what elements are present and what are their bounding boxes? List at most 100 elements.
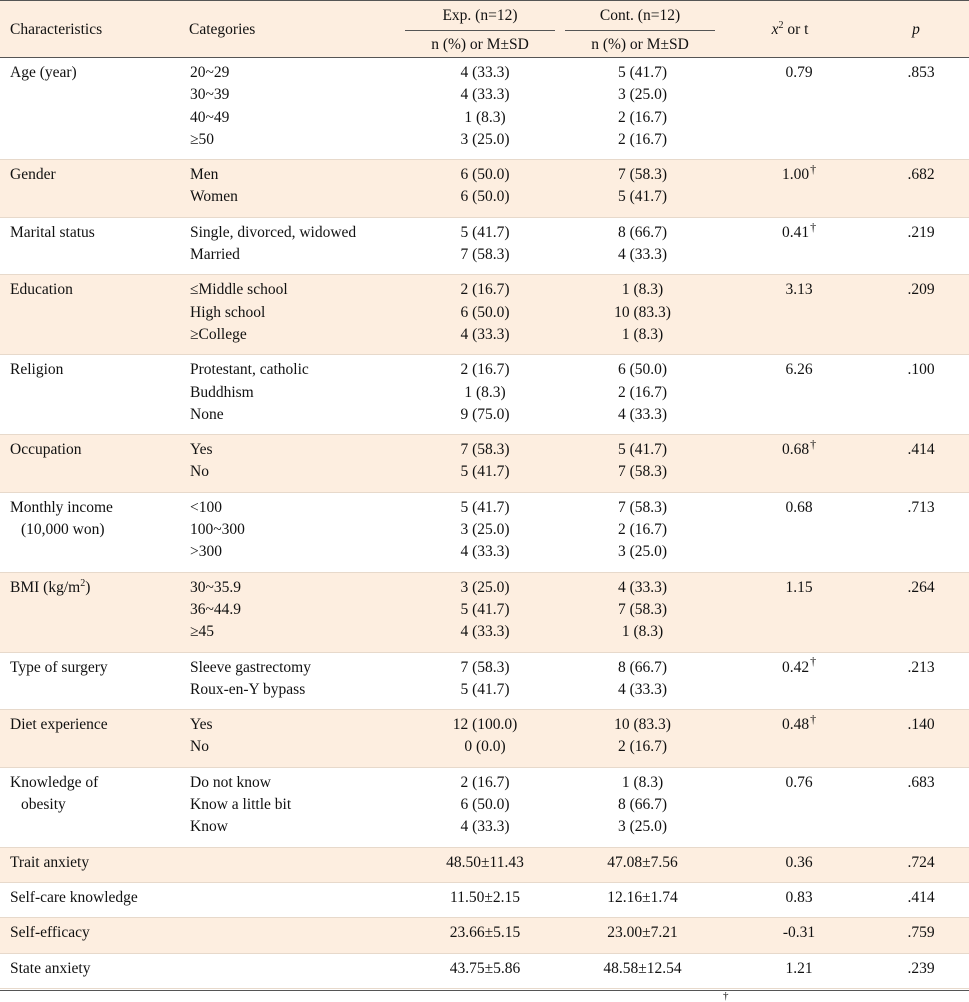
characteristic-label: Type of surgery (10, 658, 108, 676)
category-label (190, 852, 410, 874)
characteristic-label: Marital status (10, 223, 95, 241)
characteristic-cell: Marital status (0, 218, 180, 275)
p-cell: .209 (873, 275, 969, 354)
header-cont: Cont. (n=12) (599, 7, 681, 24)
exp-value: 1 (8.3) (464, 383, 506, 401)
characteristic-cell: Occupation (0, 435, 180, 492)
table-row: Religion Protestant, catholic Buddhism None… (0, 355, 969, 436)
p-value: .140 (907, 716, 935, 734)
table-row: Monthly income (10,000 won) <100 100~300 >30… (0, 493, 969, 573)
cont-cell: 12.16±1.74 (560, 883, 725, 917)
category-label: ≥50 (190, 130, 215, 148)
cont-cell: 8 (66.7) 4 (33.3) (560, 653, 725, 710)
stat-value-line: 1.15 (725, 577, 873, 599)
category-label: High school (190, 303, 266, 321)
exp-cell: 48.50±11.43 (410, 848, 560, 882)
stat-cell: 0.41† (725, 218, 873, 275)
category-label: 20~29 (190, 64, 230, 81)
cont-cell: 10 (83.3) 2 (16.7) (560, 710, 725, 767)
p-cell: .853 (873, 58, 969, 159)
p-cell: .683 (873, 768, 969, 847)
stat-value-line: 0.41† (725, 221, 873, 244)
exp-value: 4 (33.3) (460, 86, 510, 104)
header-stat-sup: 2 (778, 19, 784, 31)
cont-value: 4 (33.3) (617, 578, 668, 596)
p-cell: .213 (873, 653, 969, 710)
cont-value: 2 (16.7) (617, 521, 668, 539)
p-value: .219 (907, 223, 935, 241)
exp-value: 6 (50.0) (460, 303, 510, 321)
stat-value: 0.36 (785, 853, 813, 871)
characteristic-cell: Education (0, 275, 180, 354)
p-cell: .140 (873, 710, 969, 767)
category-cell: Do not know Know a little bit Know (180, 768, 410, 847)
characteristic-label: Education (10, 281, 73, 299)
characteristic-label: Knowledge of (10, 773, 99, 791)
category-label: <100 (190, 498, 222, 516)
table-row: Occupation Yes No 7 (58.3) 5 (41.7) 5 (41.7) 7… (0, 435, 969, 493)
table-row: Marital status Single, divorced, widowed M… (0, 218, 969, 276)
exp-value: 9 (75.0) (460, 405, 510, 423)
characteristic-cell: Monthly income (10,000 won) (0, 493, 180, 572)
category-label: Do not know (190, 773, 271, 791)
cont-cell: 7 (58.3) 2 (16.7) 3 (25.0) (560, 493, 725, 572)
exp-cell: 4 (33.3) 4 (33.3) 1 (8.3) 3 (25.0) (410, 58, 560, 159)
cont-value: 10 (83.3) (614, 716, 671, 734)
p-value: .682 (907, 166, 935, 184)
cont-value: 1 (8.3) (621, 773, 664, 791)
cont-value: 1 (8.3) (621, 623, 664, 641)
stat-cell: 1.00† (725, 160, 873, 217)
p-cell: .724 (873, 848, 969, 882)
cont-value: 5 (41.7) (617, 64, 668, 81)
p-value: .100 (907, 361, 935, 379)
stat-value-line: 0.83 (725, 887, 873, 909)
cont-value: 10 (83.3) (614, 303, 671, 321)
category-cell: Men Women (180, 160, 410, 217)
exp-value: 5 (41.7) (460, 680, 510, 698)
stat-value-line: 0.76 (725, 772, 873, 794)
cont-value: 6 (50.0) (617, 361, 668, 379)
exp-value: 4 (33.3) (460, 623, 510, 641)
p-value: .683 (907, 773, 935, 791)
exp-value: 43.75±5.86 (449, 959, 521, 977)
exp-value: 7 (58.3) (460, 246, 510, 264)
table-row: Trait anxiety 48.50±11.43 47.08±7.56 0.36 .7… (0, 847, 969, 883)
characteristic-cell: BMI (kg/m2) (0, 573, 180, 652)
exp-cell: 2 (16.7) 1 (8.3) 9 (75.0) (410, 355, 560, 434)
exp-value: 6 (50.0) (460, 166, 510, 184)
table-header: Characteristics Categories Exp. (n=12) n… (0, 0, 969, 58)
category-label: Roux-en-Y bypass (190, 680, 306, 698)
dagger-mark: † (810, 437, 817, 451)
table-body: Age (year) 20~29 30~39 40~49 ≥50 4 (33.3) 4 (3… (0, 58, 969, 989)
category-cell: 30~35.9 36~44.9 ≥45 (180, 573, 410, 652)
characteristic-label: Trait anxiety (10, 853, 90, 871)
cont-value: 1 (8.3) (621, 281, 664, 299)
table-row: Education ≤Middle school High school ≥Colle… (0, 275, 969, 356)
exp-value: 2 (16.7) (460, 773, 510, 791)
category-label: No (190, 463, 209, 481)
exp-cell: 7 (58.3) 5 (41.7) (410, 435, 560, 492)
table-row: Self-efficacy 23.66±5.15 23.00±7.21 -0.31 .7… (0, 918, 969, 954)
stat-cell: 6.26 (725, 355, 873, 434)
dagger-mark: † (810, 162, 817, 177)
exp-cell: 23.66±5.15 (410, 918, 560, 952)
category-label (190, 887, 410, 909)
stat-value: 0.76 (785, 773, 813, 791)
category-label: ≥College (190, 325, 247, 343)
header-characteristics: Characteristics (10, 21, 103, 38)
cont-value: 48.58±12.54 (603, 959, 682, 977)
table-row: Type of surgery Sleeve gastrectomy Roux-en… (0, 653, 969, 711)
header-cont-rule (565, 30, 715, 31)
header-stat-x: x (771, 21, 779, 38)
exp-value: 3 (25.0) (460, 521, 510, 539)
cont-cell: 4 (33.3) 7 (58.3) 1 (8.3) (560, 573, 725, 652)
header-categories: Categories (189, 21, 256, 38)
stat-value-line: 1.21 (725, 958, 873, 980)
header-cont-sub: n (%) or M±SD (591, 36, 689, 53)
cont-value: 4 (33.3) (617, 246, 668, 264)
characteristic-cell: Gender (0, 160, 180, 217)
stat-cell: -0.31 (725, 918, 873, 952)
p-value: .724 (907, 853, 935, 871)
stat-cell: 1.21 (725, 954, 873, 988)
cont-value: 4 (33.3) (617, 405, 668, 423)
